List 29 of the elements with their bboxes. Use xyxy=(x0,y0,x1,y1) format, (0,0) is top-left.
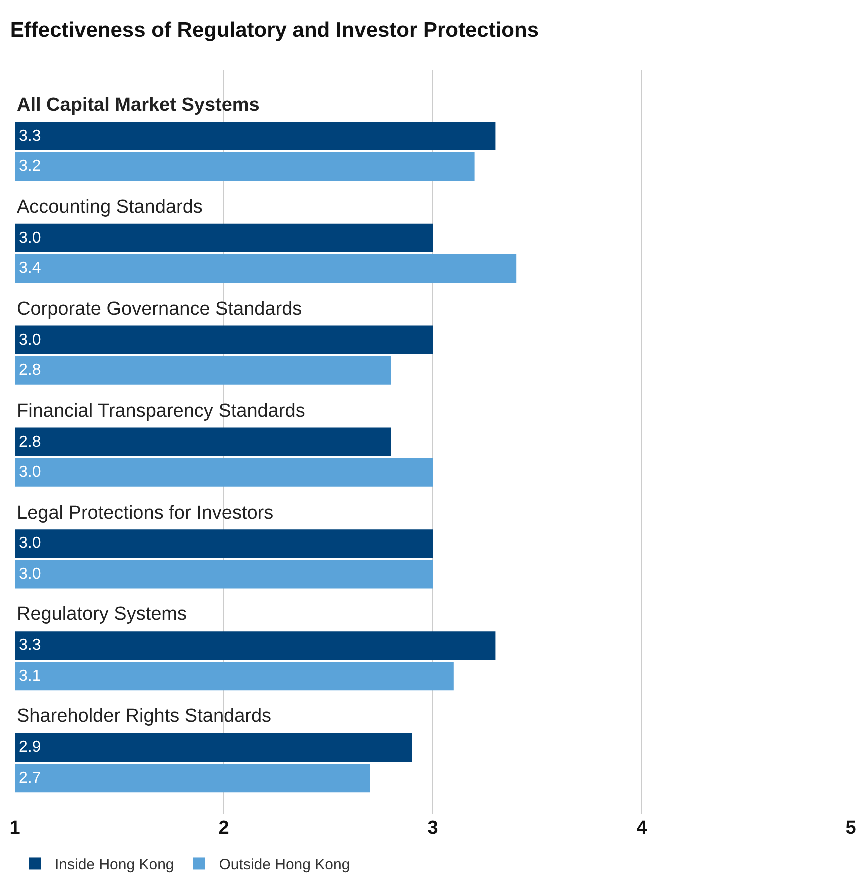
x-tick-label: 2 xyxy=(218,818,230,839)
y-tick-label: Regulatory Systems xyxy=(17,604,188,625)
y-tick-label: All Capital Market Systems xyxy=(17,95,260,116)
y-tick-label: Legal Protections for Investors xyxy=(17,503,274,524)
data-label: 3.0 xyxy=(19,230,42,247)
data-label: 3.0 xyxy=(19,464,42,481)
legend-label: Outside Hong Kong xyxy=(219,856,350,874)
x-tick-label: 5 xyxy=(846,818,857,839)
data-label: 3.0 xyxy=(19,566,42,583)
data-label: 2.8 xyxy=(19,362,42,379)
data-label: 3.0 xyxy=(19,332,42,349)
x-tick-label: 1 xyxy=(10,818,21,839)
chart-title: Effectiveness of Regulatory and Investor Protections xyxy=(10,18,540,42)
y-tick-label: Accounting Standards xyxy=(17,197,203,218)
data-label: 2.7 xyxy=(19,770,42,787)
data-label: 3.1 xyxy=(19,668,42,685)
y-tick-label: Corporate Governance Standards xyxy=(17,299,302,320)
y-tick-label: Shareholder Rights Standards xyxy=(17,706,272,727)
data-label: 3.4 xyxy=(19,260,42,277)
legend-label: Inside Hong Kong xyxy=(55,856,174,874)
x-tick-label: 3 xyxy=(428,818,438,839)
data-label: 2.9 xyxy=(19,739,42,756)
x-tick-label: 4 xyxy=(636,818,648,839)
data-label: 3.3 xyxy=(19,637,42,654)
data-label: 3.0 xyxy=(19,535,42,552)
data-label: 2.8 xyxy=(19,434,42,451)
data-label: 3.2 xyxy=(19,158,42,175)
data-label: 3.3 xyxy=(19,128,42,145)
y-tick-label: Financial Transparency Standards xyxy=(17,401,306,422)
